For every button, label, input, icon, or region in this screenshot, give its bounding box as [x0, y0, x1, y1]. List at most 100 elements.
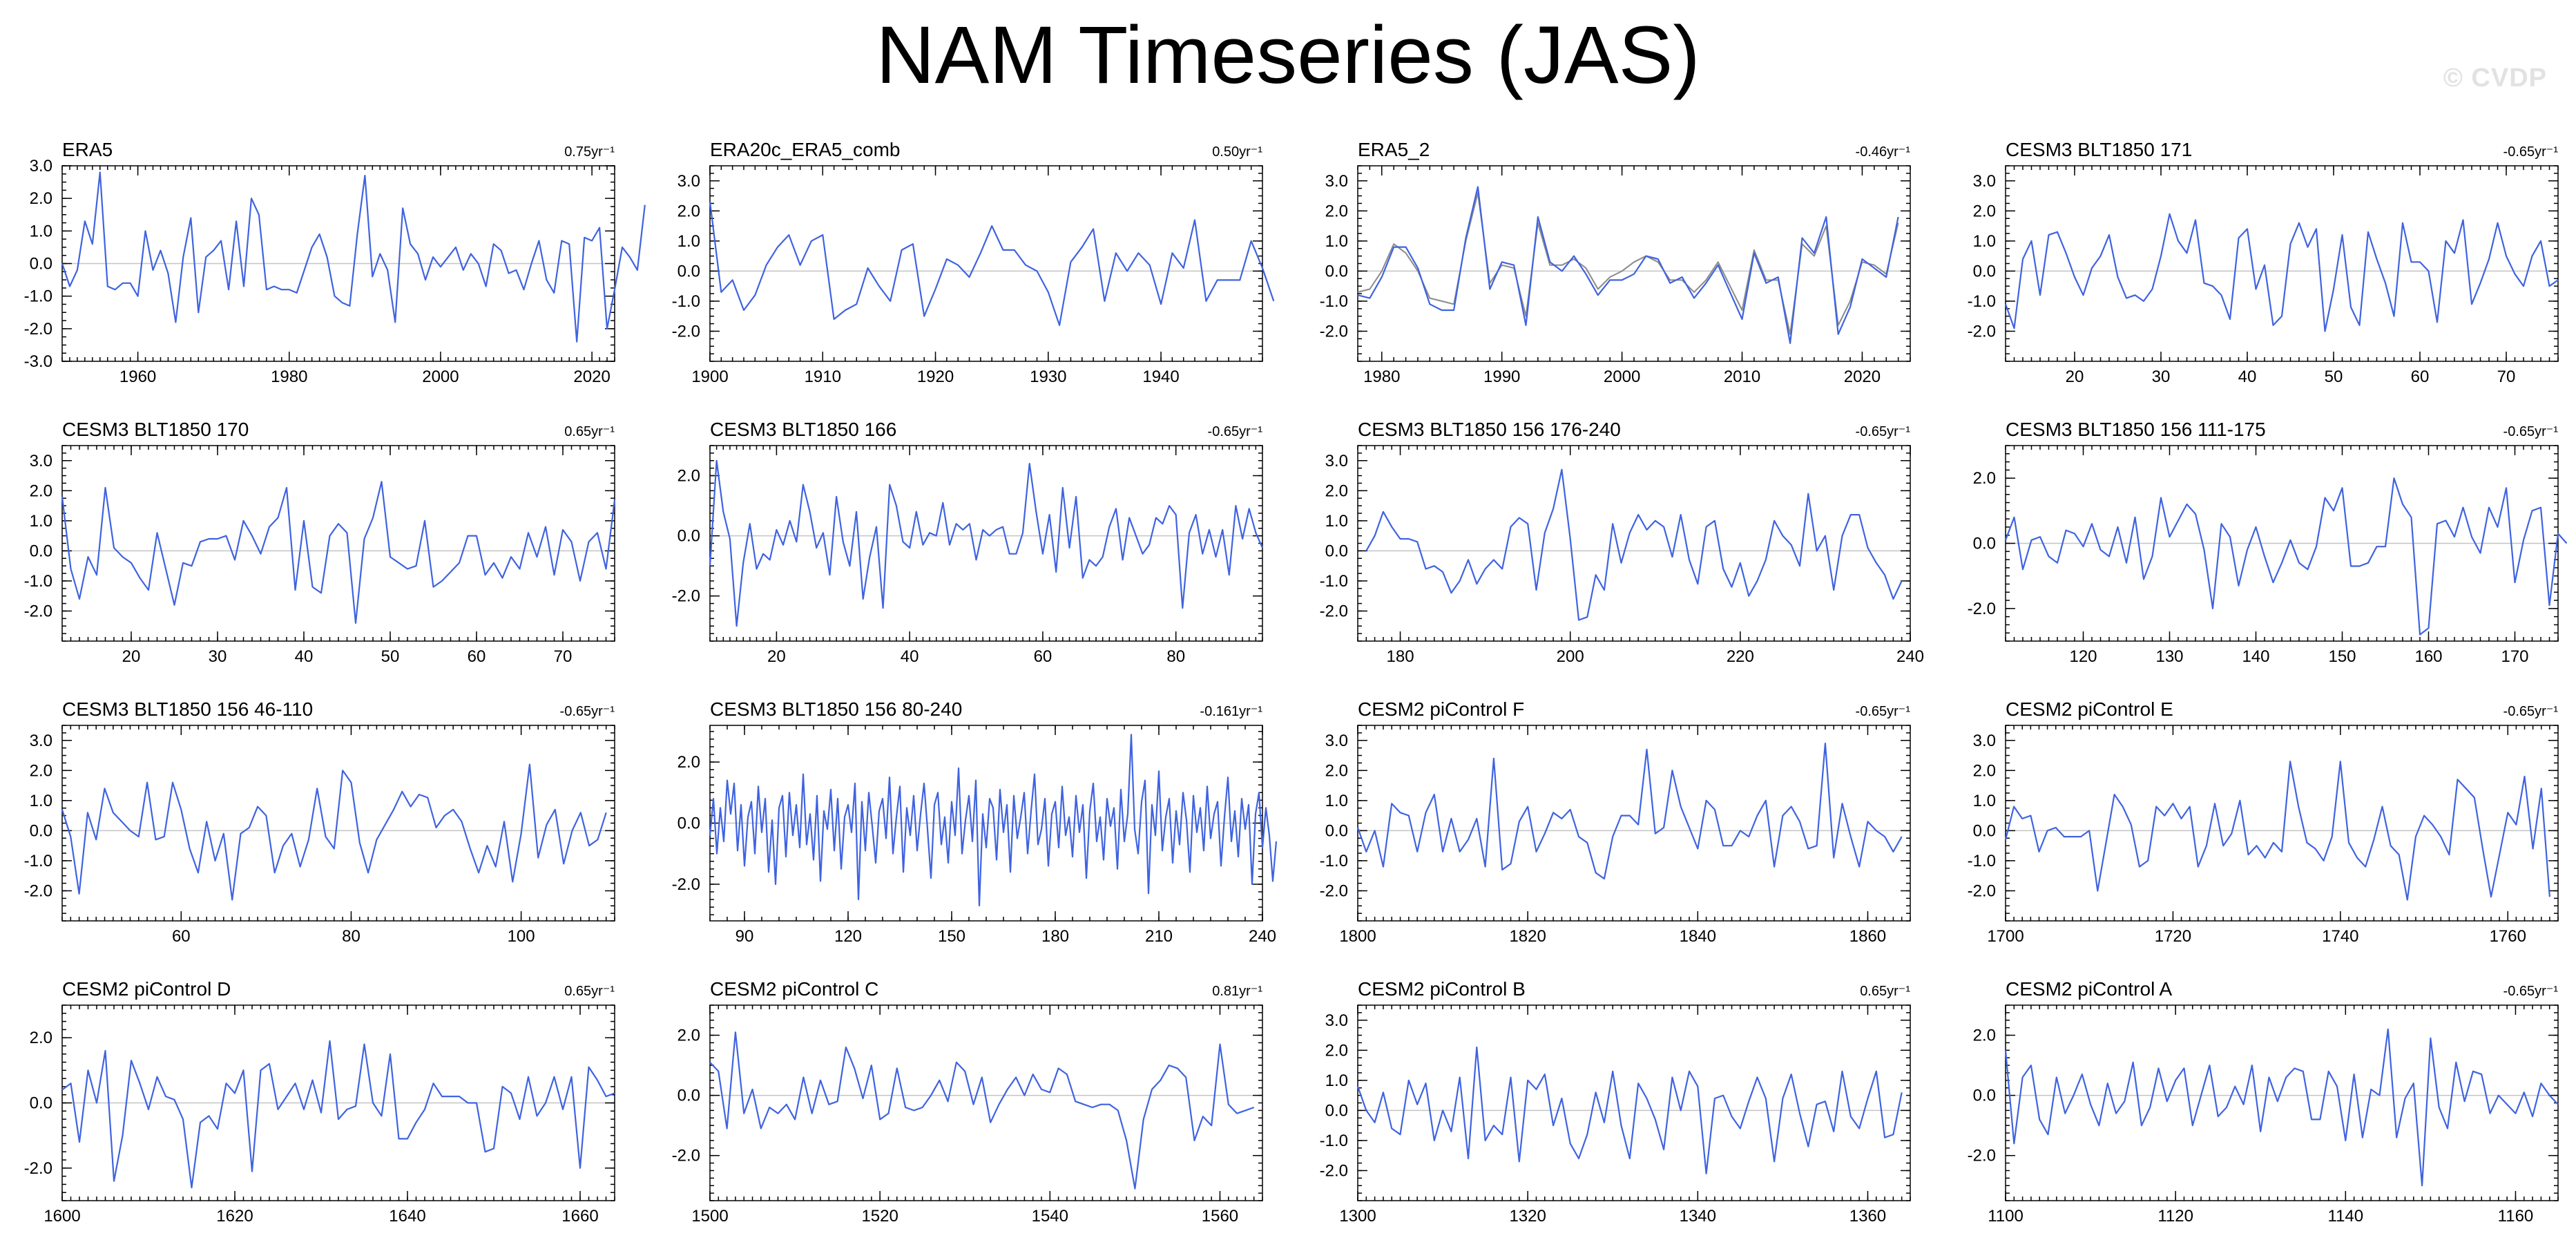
y-tick-label: 1.0 [1973, 792, 1996, 810]
x-tick-label: 1540 [1032, 1207, 1068, 1226]
x-tick-label: 1990 [1483, 368, 1520, 386]
y-tick-label: 0.0 [1973, 1087, 1996, 1105]
y-tick-label: 1.0 [1325, 232, 1348, 251]
y-tick-label: 3.0 [1973, 732, 1996, 750]
trend-label: 0.81yr⁻¹ [1212, 984, 1262, 999]
x-tick-label: 1520 [861, 1207, 898, 1226]
comparison-series-line [1357, 192, 1899, 335]
y-tick-label: 2.0 [1325, 482, 1348, 500]
panel-title: CESM3 BLT1850 156 111-175 [2006, 419, 2266, 440]
x-tick-label: 1720 [2155, 927, 2191, 946]
x-tick-label: 1980 [271, 368, 307, 386]
y-tick-label: -2.0 [24, 1159, 52, 1178]
y-tick-label: -1.0 [672, 292, 700, 311]
y-tick-label: -2.0 [1968, 881, 1996, 900]
y-tick-label: 0.0 [1325, 542, 1348, 560]
y-tick-label: -2.0 [24, 320, 52, 339]
y-tick-label: -1.0 [1320, 852, 1348, 870]
y-tick-label: -2.0 [1320, 1161, 1348, 1180]
y-tick-label: 1.0 [1325, 1071, 1348, 1090]
series-line [709, 459, 1264, 627]
y-tick-label: -2.0 [672, 875, 700, 894]
panel-title: CESM2 piControl A [2006, 978, 2173, 1000]
y-tick-label: -1.0 [24, 572, 52, 591]
panel-8: CESM3 BLT1850 156 111-175 -0.65yr⁻¹ 120 130… [1968, 419, 2568, 666]
x-tick-label: 60 [172, 927, 191, 946]
y-tick-label: 1.0 [30, 222, 52, 240]
x-tick-label: 1800 [1339, 927, 1376, 946]
panel-title: CESM3 BLT1850 171 [2006, 139, 2192, 160]
y-tick-label: 3.0 [1325, 732, 1348, 750]
trend-label: -0.65yr⁻¹ [2503, 704, 2559, 719]
y-tick-label: 3.0 [30, 732, 52, 750]
series-line [2004, 1028, 2559, 1187]
y-tick-label: 3.0 [30, 452, 52, 470]
y-tick-label: -1.0 [1968, 292, 1996, 311]
x-tick-label: 70 [2497, 368, 2516, 386]
y-tick-label: 0.0 [677, 527, 700, 546]
trend-label: -0.65yr⁻¹ [1856, 704, 1911, 719]
panel-title: ERA5 [62, 139, 113, 160]
y-tick-label: -1.0 [1320, 1132, 1348, 1150]
y-tick-label: 0.0 [1973, 821, 1996, 840]
y-tick-label: 0.0 [677, 262, 700, 280]
x-tick-label: 60 [468, 647, 486, 666]
y-tick-label: 0.0 [30, 255, 52, 274]
panel-11: CESM2 piControl F -0.65yr⁻¹ 1800 1820 1840 18… [1320, 698, 1911, 946]
x-tick-label: 1100 [1988, 1207, 2024, 1226]
x-tick-label: 1640 [389, 1207, 425, 1226]
series-line [709, 202, 1275, 326]
panel-3: ERA5_2 -0.46yr⁻¹ 1980 1990 2000 2010 2020 -2.0 -… [1320, 139, 1911, 386]
x-tick-label: 120 [2069, 647, 2097, 666]
x-tick-label: 1930 [1030, 368, 1066, 386]
series-line [2004, 213, 2559, 332]
y-tick-label: 0.0 [1973, 262, 1996, 280]
y-tick-label: -1.0 [1968, 852, 1996, 870]
plot-frame [2005, 165, 2559, 362]
panel-10: CESM3 BLT1850 156 80-240 -0.161yr⁻¹ 90 120 1… [672, 698, 1278, 946]
trend-label: 0.65yr⁻¹ [564, 984, 615, 999]
trend-label: -0.65yr⁻¹ [1208, 424, 1263, 439]
series-line [61, 481, 616, 624]
panel-13: CESM2 piControl D 0.65yr⁻¹ 1600 1620 1640 166… [24, 978, 615, 1226]
y-tick-label: 0.0 [30, 821, 52, 840]
trend-label: -0.161yr⁻¹ [1200, 704, 1262, 719]
panel-title: ERA5_2 [1358, 139, 1430, 160]
x-tick-label: 130 [2155, 647, 2183, 666]
x-tick-label: 2010 [1724, 368, 1760, 386]
y-tick-label: -1.0 [1320, 572, 1348, 591]
series-line [709, 1031, 1255, 1190]
x-tick-label: 1560 [1202, 1207, 1238, 1226]
y-tick-label: 2.0 [1973, 1027, 1996, 1045]
plot-frame [61, 725, 615, 922]
panel-title: CESM2 piControl C [710, 978, 878, 1000]
y-tick-label: -2.0 [672, 1147, 700, 1165]
y-tick-label: 2.0 [1973, 761, 1996, 780]
y-tick-label: 2.0 [30, 1029, 52, 1047]
x-tick-label: 140 [2242, 647, 2269, 666]
series-line [61, 171, 646, 343]
series-line [1356, 743, 1903, 880]
panel-title: CESM3 BLT1850 166 [710, 419, 896, 440]
panel-title: CESM2 piControl F [1358, 698, 1524, 720]
x-tick-label: 1360 [1849, 1207, 1886, 1226]
y-tick-label: -1.0 [1320, 292, 1348, 311]
trend-label: -0.65yr⁻¹ [2503, 424, 2559, 439]
y-tick-label: -2.0 [1968, 600, 1996, 618]
series-line [1357, 186, 1899, 344]
y-tick-label: 0.0 [677, 814, 700, 833]
x-tick-label: 1910 [805, 368, 841, 386]
y-tick-label: 2.0 [1325, 761, 1348, 780]
panel-12: CESM2 piControl E -0.65yr⁻¹ 1700 1720 1740 17… [1968, 698, 2559, 946]
x-tick-label: 1860 [1849, 927, 1886, 946]
x-tick-label: 80 [342, 927, 361, 946]
x-tick-label: 20 [2066, 368, 2084, 386]
y-tick-label: 3.0 [1325, 452, 1348, 470]
x-tick-label: 170 [2501, 647, 2528, 666]
x-tick-label: 1920 [917, 368, 954, 386]
panel-title: ERA20c_ERA5_comb [710, 139, 900, 160]
y-tick-label: 1.0 [1325, 512, 1348, 531]
x-tick-label: 2020 [573, 368, 610, 386]
y-tick-label: 1.0 [1325, 792, 1348, 810]
